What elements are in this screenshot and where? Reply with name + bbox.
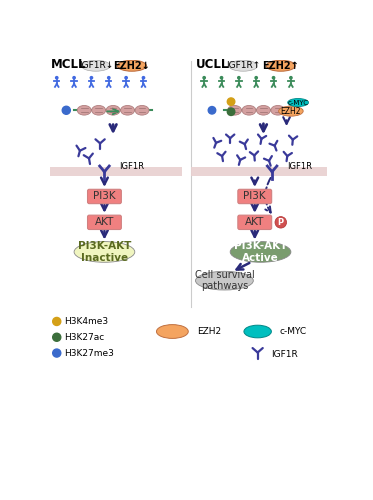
Ellipse shape [92,106,106,115]
Text: UCLL: UCLL [195,58,229,71]
Circle shape [107,76,111,80]
Text: PI3K: PI3K [93,192,116,202]
Circle shape [142,76,145,80]
Circle shape [289,76,293,80]
Circle shape [254,76,258,80]
Circle shape [227,108,235,116]
Text: AKT: AKT [245,218,264,228]
Text: H3K4me3: H3K4me3 [64,317,108,326]
Text: c-MYC: c-MYC [279,327,307,336]
Ellipse shape [229,60,258,71]
Text: EZH2: EZH2 [197,327,221,336]
Text: EZH2↑: EZH2↑ [262,60,299,70]
Text: IGF1R: IGF1R [272,350,298,359]
Text: c-MYC: c-MYC [288,100,308,105]
Text: P: P [278,218,284,227]
Text: PI3K-AKT
Inactive: PI3K-AKT Inactive [78,241,131,262]
Circle shape [124,76,128,80]
Circle shape [53,349,61,357]
Ellipse shape [135,106,149,115]
Text: IGF1R: IGF1R [287,162,312,171]
Text: IGF1R↑: IGF1R↑ [226,61,260,70]
Circle shape [202,76,206,80]
Circle shape [90,76,93,80]
Circle shape [237,76,241,80]
Circle shape [272,76,275,80]
Text: IGF1R: IGF1R [119,162,144,171]
Ellipse shape [120,106,135,115]
Ellipse shape [266,60,295,71]
Ellipse shape [81,60,110,71]
Text: H3K27ac: H3K27ac [64,333,104,342]
Ellipse shape [156,324,188,338]
Text: H3K27me3: H3K27me3 [64,348,114,358]
Ellipse shape [288,98,308,106]
Circle shape [227,98,235,106]
Circle shape [55,76,59,80]
Circle shape [220,76,223,80]
Text: IGF1R↓: IGF1R↓ [79,61,113,70]
Text: EZH2: EZH2 [280,107,301,116]
Ellipse shape [242,106,256,115]
FancyBboxPatch shape [238,215,272,230]
Ellipse shape [244,325,272,338]
Ellipse shape [228,106,241,115]
Ellipse shape [74,242,135,262]
FancyBboxPatch shape [238,190,272,203]
Ellipse shape [77,106,91,115]
Ellipse shape [271,106,285,115]
Text: PI3K-AKT
Active: PI3K-AKT Active [234,241,287,262]
Circle shape [53,333,61,342]
Ellipse shape [257,106,270,115]
Ellipse shape [230,242,291,262]
Ellipse shape [285,106,299,115]
Ellipse shape [117,60,146,71]
FancyBboxPatch shape [88,215,121,230]
Circle shape [62,106,70,114]
Text: MCLL: MCLL [51,58,87,71]
Circle shape [72,76,76,80]
Circle shape [53,318,61,326]
Circle shape [275,216,286,228]
Text: AKT: AKT [95,218,114,228]
Ellipse shape [279,106,303,116]
Text: PI3K: PI3K [244,192,266,202]
Text: Cell survival
pathways: Cell survival pathways [195,270,254,291]
Bar [50,167,182,175]
Bar [191,167,327,175]
Ellipse shape [195,272,253,290]
Text: EZH2↓: EZH2↓ [113,60,150,70]
Ellipse shape [106,106,120,115]
Circle shape [208,106,216,114]
FancyBboxPatch shape [88,190,121,203]
